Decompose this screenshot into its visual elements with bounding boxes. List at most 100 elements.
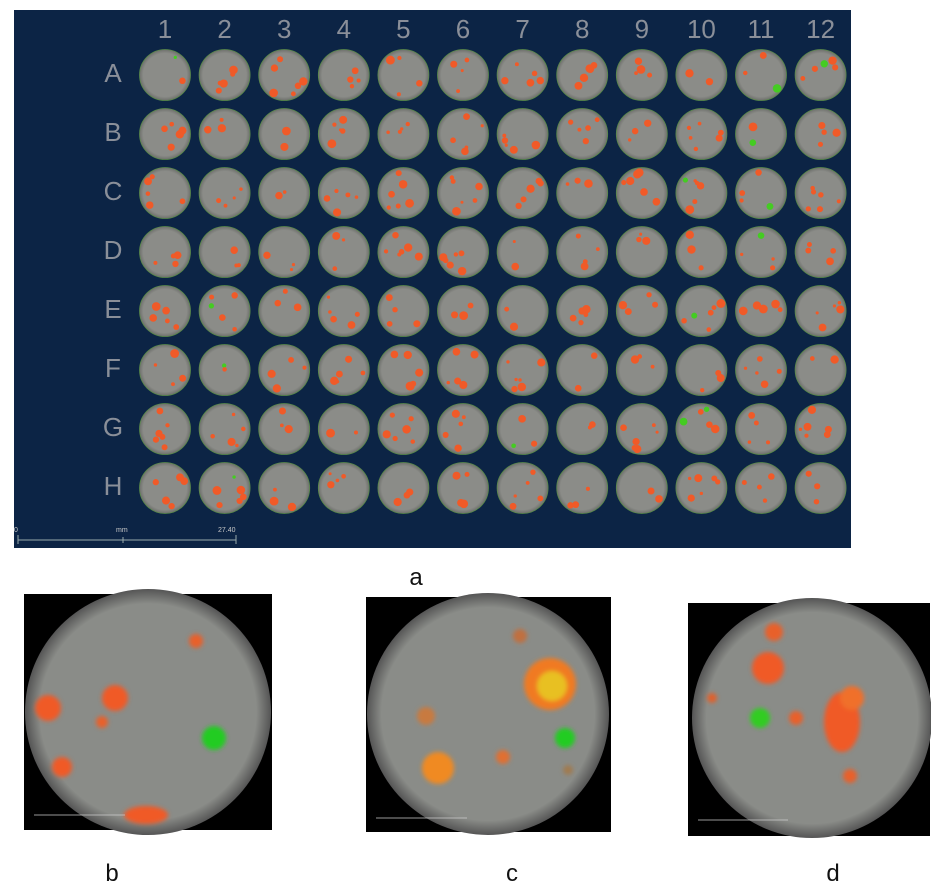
colony	[165, 423, 169, 427]
well-area	[438, 50, 489, 101]
colony	[778, 307, 783, 312]
column-label: 8	[575, 14, 589, 44]
colony	[511, 263, 519, 271]
well-area	[557, 463, 608, 514]
colony	[465, 472, 470, 477]
colony	[691, 313, 697, 319]
well-area	[557, 404, 608, 455]
colony	[639, 233, 642, 236]
well	[557, 404, 608, 455]
colony	[450, 175, 454, 179]
colony	[169, 122, 174, 127]
colony	[388, 191, 395, 198]
well-area	[378, 168, 429, 219]
colony	[271, 64, 278, 71]
colony	[165, 319, 170, 324]
well	[795, 227, 846, 278]
well-area	[497, 168, 548, 219]
well	[795, 286, 846, 337]
colony	[510, 146, 518, 154]
colony	[454, 252, 458, 256]
well-area	[557, 109, 608, 160]
colony	[326, 429, 335, 438]
colony	[269, 89, 278, 98]
colony	[347, 76, 353, 82]
well	[259, 227, 310, 278]
colony	[504, 307, 509, 312]
colony	[596, 247, 600, 251]
well	[497, 50, 548, 101]
colony	[570, 315, 577, 322]
panel-label: d	[826, 860, 839, 887]
well	[438, 168, 489, 219]
colony	[220, 79, 228, 87]
colony	[399, 249, 405, 255]
colony	[415, 369, 423, 377]
colony	[332, 266, 337, 271]
colony	[333, 208, 341, 216]
colony	[635, 168, 643, 176]
colony	[757, 485, 762, 490]
colony	[327, 295, 330, 298]
colony	[739, 190, 745, 196]
well	[199, 50, 250, 101]
well-area	[199, 168, 250, 219]
colony	[716, 135, 723, 142]
colony	[153, 479, 159, 485]
colony	[700, 492, 703, 495]
well	[438, 109, 489, 160]
well	[259, 404, 310, 455]
colony	[415, 253, 423, 261]
colony	[355, 312, 360, 317]
colony	[280, 423, 284, 427]
well	[378, 109, 429, 160]
colony	[282, 127, 291, 136]
colony	[171, 382, 175, 386]
colony	[159, 434, 165, 440]
colony	[460, 201, 463, 204]
colony	[631, 355, 639, 363]
colony	[361, 371, 366, 376]
colony	[526, 481, 530, 485]
well	[259, 109, 310, 160]
well	[795, 404, 846, 455]
colony	[763, 498, 767, 502]
well-area	[616, 50, 667, 101]
colony	[204, 126, 211, 133]
colony	[575, 385, 582, 392]
colony	[392, 232, 399, 239]
well	[557, 463, 608, 514]
colony	[642, 237, 650, 245]
column-label: 3	[277, 14, 291, 44]
colony	[397, 92, 401, 96]
well	[497, 227, 548, 278]
colony	[153, 437, 159, 443]
colony	[398, 130, 402, 134]
well	[736, 286, 787, 337]
colony	[241, 427, 246, 432]
colony	[230, 246, 238, 254]
well-area	[795, 463, 846, 514]
well-area	[497, 404, 548, 455]
colony	[518, 378, 521, 381]
colony	[575, 82, 583, 90]
panel-label: a	[409, 564, 423, 591]
well	[259, 463, 310, 514]
colony	[220, 118, 224, 122]
well-area	[199, 286, 250, 337]
colony	[280, 143, 288, 151]
colony	[632, 438, 639, 445]
colony	[715, 370, 721, 376]
well-area	[497, 286, 548, 337]
well	[140, 168, 191, 219]
well-area	[438, 286, 489, 337]
colony	[237, 498, 243, 504]
colony	[646, 292, 651, 297]
colony	[451, 311, 458, 318]
colony	[458, 422, 463, 427]
colony	[685, 69, 693, 77]
colony	[171, 253, 176, 258]
colony	[459, 311, 468, 320]
well	[438, 227, 489, 278]
well	[676, 286, 727, 337]
